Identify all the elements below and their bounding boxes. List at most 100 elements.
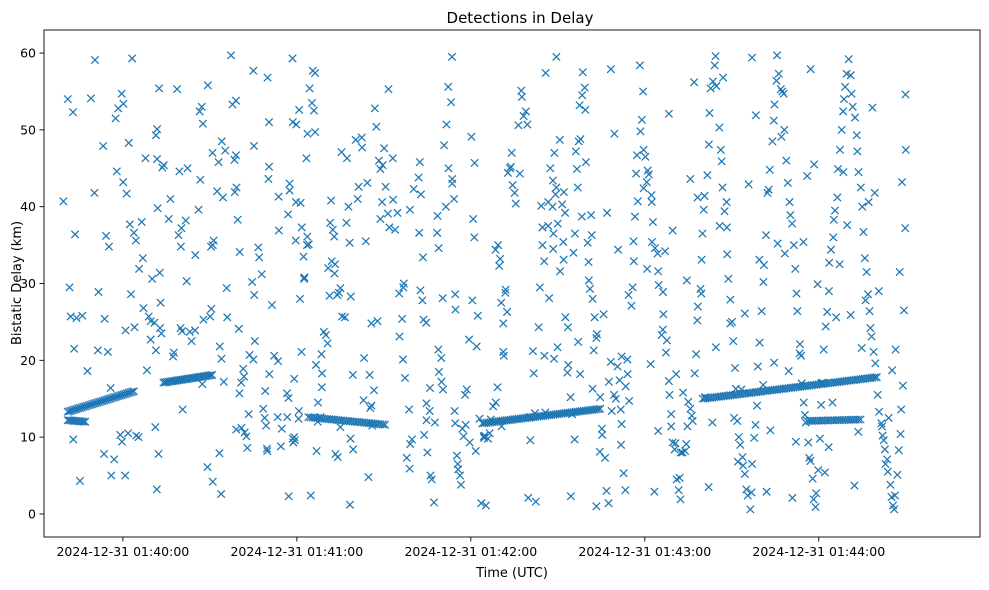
data-point [261, 386, 270, 396]
data-point [854, 167, 863, 177]
data-point [295, 105, 304, 115]
data-point [146, 335, 155, 344]
data-point [231, 96, 241, 105]
data-point [795, 340, 805, 349]
data-point [791, 437, 801, 446]
data-point [464, 335, 474, 344]
data-point [357, 143, 367, 152]
data-point [576, 134, 585, 144]
data-point [502, 307, 512, 317]
data-point [209, 236, 218, 245]
data-point [129, 387, 139, 396]
data-point [587, 210, 596, 220]
data-point [747, 53, 757, 62]
data-point [606, 357, 616, 366]
data-point [508, 181, 517, 190]
data-point [693, 316, 702, 325]
data-point [898, 381, 908, 390]
data-point [752, 401, 762, 410]
data-point [596, 393, 605, 402]
data-point [870, 188, 879, 197]
data-point [830, 206, 840, 215]
data-point [766, 426, 775, 435]
data-point [406, 439, 415, 449]
data-point [284, 210, 293, 219]
data-point [595, 447, 605, 456]
data-point [844, 55, 853, 64]
data-point [724, 274, 733, 284]
data-point [680, 446, 690, 456]
data-point [221, 146, 230, 155]
data-point [629, 257, 638, 266]
data-point [107, 471, 116, 480]
data-point [563, 368, 572, 377]
data-point [290, 432, 299, 442]
data-point [572, 164, 582, 174]
data-point [471, 446, 480, 456]
data-point [604, 499, 613, 508]
data-point [835, 260, 844, 269]
data-point [219, 377, 228, 386]
data-point [407, 435, 417, 444]
data-point [667, 422, 676, 431]
data-point [296, 198, 305, 207]
data-point [515, 169, 524, 178]
data-point [597, 424, 607, 433]
data-point [806, 65, 815, 74]
data-point [217, 354, 226, 363]
data-point [697, 255, 706, 264]
data-point [610, 129, 619, 138]
data-point [274, 192, 283, 201]
data-point [881, 459, 890, 469]
data-point [155, 323, 165, 333]
data-point [772, 51, 782, 60]
data-point [462, 385, 471, 394]
data-point [208, 370, 217, 380]
data-point [871, 359, 880, 368]
data-point [592, 330, 602, 339]
data-point [497, 298, 506, 307]
data-point [785, 197, 794, 207]
data-point [263, 73, 272, 82]
data-point [661, 348, 671, 357]
y-tick-label: 30 [20, 276, 36, 291]
data-point [813, 280, 822, 289]
data-point [730, 363, 740, 373]
data-point [510, 188, 519, 197]
data-point [255, 253, 264, 262]
data-point [449, 194, 459, 204]
data-point [336, 423, 345, 432]
data-point [765, 165, 774, 174]
data-point [761, 230, 771, 240]
data-point [169, 348, 179, 357]
data-point [190, 326, 200, 335]
data-point [259, 404, 268, 413]
data-point [578, 91, 587, 100]
data-point [577, 212, 587, 221]
data-point [292, 120, 301, 129]
data-point [130, 323, 139, 332]
data-point [122, 189, 131, 198]
data-point [644, 170, 654, 179]
data-point [273, 356, 283, 366]
data-point [138, 254, 148, 263]
data-point [843, 220, 852, 230]
data-point [846, 71, 855, 80]
data-point [526, 436, 535, 445]
data-point [501, 288, 510, 297]
data-point [183, 164, 192, 173]
data-point [116, 430, 125, 439]
data-point [653, 426, 663, 436]
data-point [507, 148, 516, 158]
data-point [561, 313, 570, 322]
data-point [340, 313, 350, 322]
data-point [267, 300, 277, 310]
data-point [838, 107, 848, 116]
data-point [416, 286, 425, 295]
data-point [59, 197, 68, 206]
data-point [621, 485, 630, 495]
data-point [68, 108, 78, 117]
data-point [811, 502, 820, 512]
data-point [521, 107, 531, 116]
x-tick-label: 2024-12-31 01:42:00 [404, 544, 537, 559]
